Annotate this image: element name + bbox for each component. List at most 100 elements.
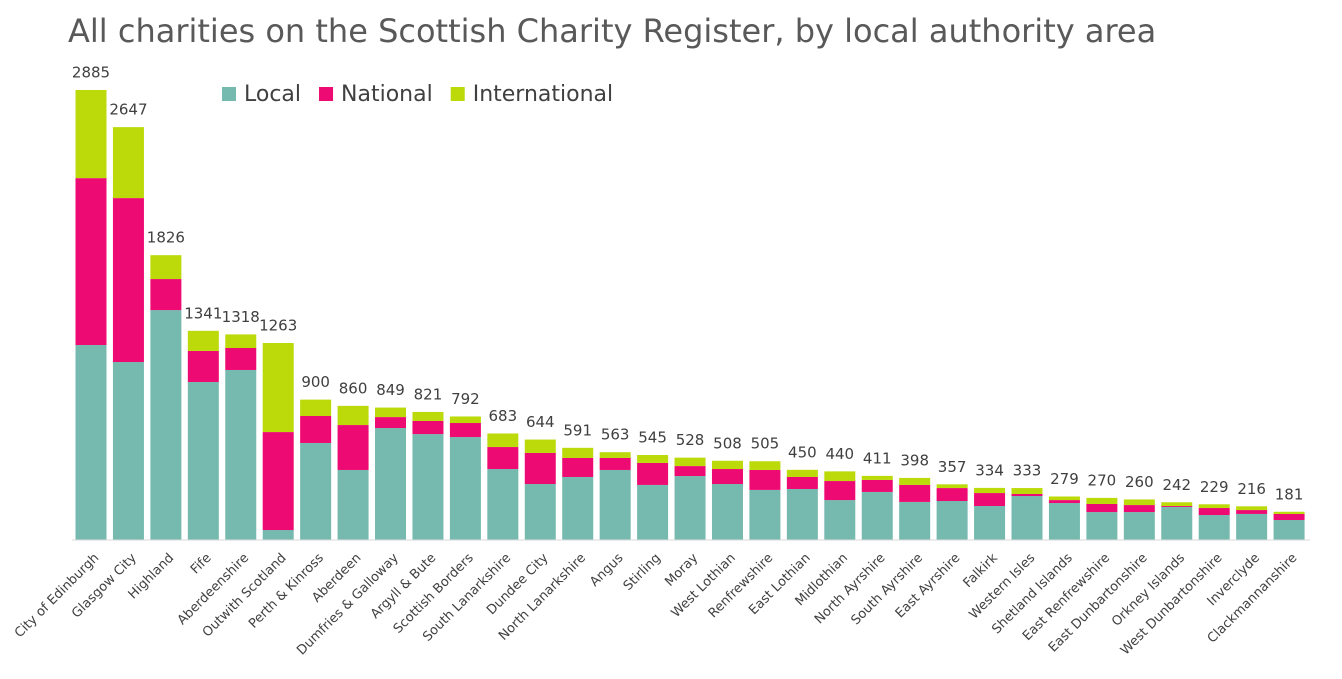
bar-segment xyxy=(150,255,182,280)
total-label: 260 xyxy=(1125,473,1154,491)
bar-segment xyxy=(524,452,556,485)
bar-segment xyxy=(711,460,743,470)
bar-segment xyxy=(562,476,594,540)
total-label: 683 xyxy=(489,407,518,425)
bar-segment xyxy=(637,484,669,540)
bar-segment xyxy=(936,501,968,540)
bar-segment xyxy=(487,433,519,448)
bar-segment xyxy=(262,432,294,531)
bar-segment xyxy=(112,362,144,540)
bar-segment xyxy=(899,484,931,502)
bar-segment xyxy=(1123,512,1155,540)
total-label: 1341 xyxy=(184,304,222,322)
bar-segment xyxy=(300,415,332,443)
bar-segment xyxy=(1123,499,1155,506)
bar-segment xyxy=(599,457,631,470)
bar-segment xyxy=(75,90,107,179)
total-label: 450 xyxy=(788,443,817,461)
total-label: 333 xyxy=(1013,462,1042,480)
bar-segment xyxy=(262,342,294,433)
chart-title: All charities on the Scottish Charity Re… xyxy=(68,12,1156,50)
bar-segment xyxy=(225,347,257,370)
bar-segment xyxy=(449,437,481,540)
bar-segment xyxy=(412,420,444,435)
bar-segment xyxy=(674,466,706,477)
bar-segment xyxy=(711,469,743,485)
bar-segment xyxy=(749,461,781,470)
total-label: 1318 xyxy=(222,308,260,326)
bar-segment xyxy=(187,350,219,382)
total-label: 528 xyxy=(676,431,705,449)
total-label: 860 xyxy=(339,379,368,397)
bar-segment xyxy=(449,416,481,424)
bar-segment xyxy=(225,334,257,348)
total-label: 181 xyxy=(1275,485,1304,503)
x-tick-label: Stirling xyxy=(621,551,664,594)
bar-segment xyxy=(637,462,669,485)
total-label: 411 xyxy=(863,449,892,467)
bar-segment xyxy=(1011,488,1043,494)
total-label: 505 xyxy=(751,435,780,453)
legend-label: National xyxy=(341,82,433,107)
bar-segment xyxy=(899,477,931,485)
total-label: 334 xyxy=(975,461,1004,479)
bar-segment xyxy=(1198,508,1230,516)
bar-segment xyxy=(524,439,556,453)
bar-segment xyxy=(1198,504,1230,509)
bar-segment xyxy=(187,330,219,351)
bar-segment xyxy=(1086,503,1118,513)
bar-segment xyxy=(974,487,1006,494)
bar-segment xyxy=(824,471,856,482)
bar-segment xyxy=(375,428,407,540)
bar-segment xyxy=(786,488,818,540)
total-label: 279 xyxy=(1050,470,1079,488)
total-label: 357 xyxy=(938,458,967,476)
bar-segment xyxy=(861,479,893,492)
bar-segment xyxy=(1086,512,1118,540)
total-label: 440 xyxy=(825,445,854,463)
bar-segment xyxy=(150,279,182,311)
x-tick-label: Argyll & Bute xyxy=(368,551,439,622)
bar-segment xyxy=(524,484,556,540)
bar-segment xyxy=(150,310,182,540)
bar-segment xyxy=(1161,502,1193,506)
bar-segment xyxy=(300,442,332,540)
bar-segment xyxy=(786,469,818,477)
bar-segment xyxy=(786,476,818,489)
bar-segment xyxy=(674,457,706,467)
total-label: 644 xyxy=(526,413,555,431)
bar-segment xyxy=(936,484,968,489)
bar-segment xyxy=(112,198,144,363)
bar-segment xyxy=(1236,510,1268,514)
bar-segment xyxy=(1086,497,1118,504)
bar-segment xyxy=(487,447,519,470)
total-label: 821 xyxy=(414,385,443,403)
bar-segment xyxy=(412,434,444,540)
bar-segment xyxy=(1273,520,1305,540)
legend-label: Local xyxy=(244,82,301,107)
bar-segment xyxy=(1011,496,1043,540)
total-label: 508 xyxy=(713,434,742,452)
bar-segment xyxy=(861,491,893,540)
total-label: 398 xyxy=(900,451,929,469)
total-label: 216 xyxy=(1237,480,1266,498)
total-label: 591 xyxy=(563,421,592,439)
total-label: 792 xyxy=(451,390,480,408)
bar-segment xyxy=(75,178,107,346)
bar-segment xyxy=(1161,506,1193,540)
bar-segment xyxy=(412,411,444,421)
bar-segment xyxy=(262,530,294,540)
bar-segment xyxy=(487,469,519,540)
bar-segment xyxy=(1236,513,1268,540)
x-tick-label: Fife xyxy=(188,551,215,578)
bar-segment xyxy=(824,481,856,501)
total-label: 2885 xyxy=(72,64,110,82)
bar-segment xyxy=(562,457,594,477)
bar-segment xyxy=(1236,506,1268,511)
legend-swatch xyxy=(222,87,236,101)
bar-segment xyxy=(711,484,743,540)
bar-segment xyxy=(337,425,369,470)
bar-segment xyxy=(974,505,1006,540)
bar-segment xyxy=(749,469,781,490)
